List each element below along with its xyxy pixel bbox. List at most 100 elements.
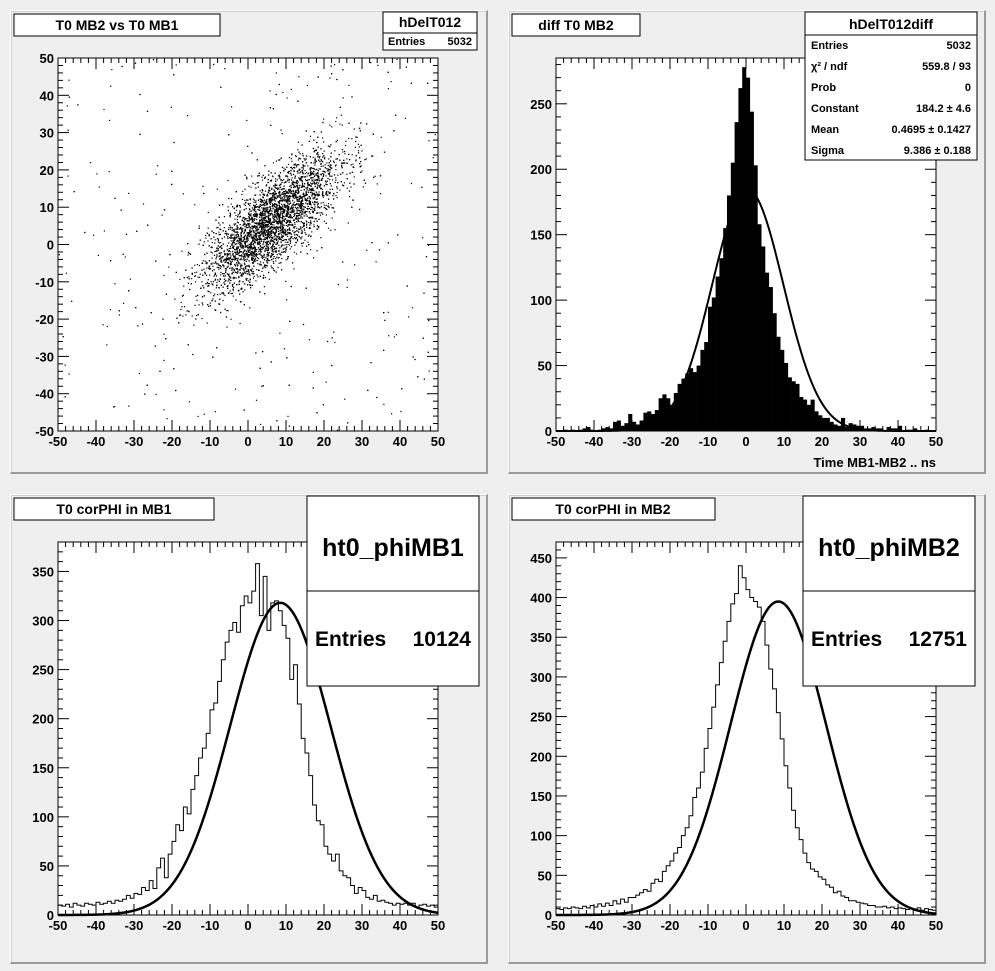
scatter-point [237, 222, 239, 224]
scatter-point [263, 224, 265, 226]
scatter-point [285, 248, 287, 250]
scatter-point [288, 244, 291, 246]
scatter-point [252, 208, 254, 211]
scatter-point [259, 253, 261, 255]
scatter-point [227, 259, 229, 261]
scatter-point [255, 248, 257, 251]
scatter-point [273, 218, 275, 220]
scatter-point [263, 286, 265, 288]
scatter-point [270, 223, 272, 226]
scatter-point [287, 256, 289, 258]
scatter-point [305, 192, 307, 194]
scatter-point [301, 226, 303, 228]
scatter-point [287, 206, 289, 208]
scatter-point [163, 359, 165, 361]
scatter-point [261, 230, 263, 232]
scatter-point [258, 224, 260, 226]
scatter-point [291, 223, 293, 225]
scatter-point [203, 413, 205, 415]
scatter-point [326, 194, 328, 196]
scatter-point [240, 251, 242, 253]
scatter-point [274, 232, 276, 234]
scatter-point [313, 203, 315, 205]
scatter-point [254, 242, 256, 244]
scatter-point [289, 215, 291, 217]
scatter-point [257, 231, 259, 233]
scatter-point [305, 214, 307, 216]
scatter-point [241, 230, 243, 232]
scatter-point [221, 237, 223, 240]
scatter-point [251, 243, 253, 245]
scatter-point [298, 204, 300, 206]
scatter-point [228, 247, 230, 250]
scatter-point [256, 215, 258, 217]
scatter-point [282, 230, 284, 232]
scatter-point [264, 230, 266, 232]
scatter-point [274, 196, 276, 199]
scatter-point [304, 198, 306, 200]
scatter-point [406, 285, 408, 287]
scatter-point [231, 237, 233, 239]
scatter-point [387, 311, 389, 313]
scatter-point [239, 241, 241, 244]
scatter-point [206, 232, 208, 234]
scatter-point [380, 136, 382, 138]
scatter-point [180, 301, 182, 304]
scatter-point [249, 307, 251, 309]
scatter-point [299, 195, 301, 197]
scatter-point [248, 218, 250, 220]
scatter-point [233, 245, 235, 247]
scatter-point [346, 158, 348, 160]
scatter-point [225, 261, 227, 263]
scatter-point [214, 239, 216, 241]
scatter-point [230, 240, 232, 242]
scatter-point [283, 195, 285, 197]
scatter-point [239, 272, 241, 274]
scatter-point [351, 96, 353, 98]
scatter-point [427, 351, 429, 353]
scatter-point [273, 234, 275, 236]
scatter-point [310, 185, 312, 187]
scatter-point [244, 199, 246, 201]
scatter-point [279, 207, 281, 209]
scatter-point [243, 237, 245, 240]
scatter-point [203, 295, 205, 297]
scatter-point [257, 263, 259, 265]
scatter-pad[interactable]: -50 -40 -30 -20 -10 0 10 20 30 40 50 -50 -40 -30 -20 -1… [10, 10, 488, 474]
scatter-point [283, 232, 286, 234]
scatter-point [321, 177, 324, 179]
scatter-point [302, 176, 304, 178]
scatter-point [306, 253, 308, 255]
scatter-point [219, 228, 221, 230]
scatter-point [263, 274, 265, 276]
scatter-point [218, 204, 221, 206]
scatter-point [285, 196, 287, 198]
scatter-point [304, 232, 306, 234]
scatter-point [333, 174, 336, 176]
scatter-point [268, 220, 270, 222]
scatter-point [214, 242, 216, 244]
scatter-point [410, 182, 413, 185]
scatter-point [220, 258, 222, 260]
scatter-point [237, 235, 239, 237]
scatter-point [272, 221, 275, 223]
scatter-point [228, 278, 230, 280]
scatter-point [226, 266, 228, 268]
scatter-point [231, 234, 233, 236]
scatter-point [272, 215, 274, 217]
scatter-point [237, 216, 239, 218]
scatter-point [300, 217, 302, 219]
scatter-point [233, 277, 235, 279]
scatter-point [226, 256, 228, 258]
scatter-point [313, 179, 315, 181]
scatter-point [103, 108, 105, 111]
scatter-point [273, 262, 275, 264]
scatter-point [322, 191, 324, 193]
scatter-point [309, 200, 311, 202]
scatter-point [249, 284, 251, 286]
scatter-point [258, 209, 260, 211]
scatter-point [320, 163, 322, 165]
scatter-point [283, 185, 285, 187]
scatter-point [181, 295, 184, 297]
scatter-point [239, 251, 242, 253]
